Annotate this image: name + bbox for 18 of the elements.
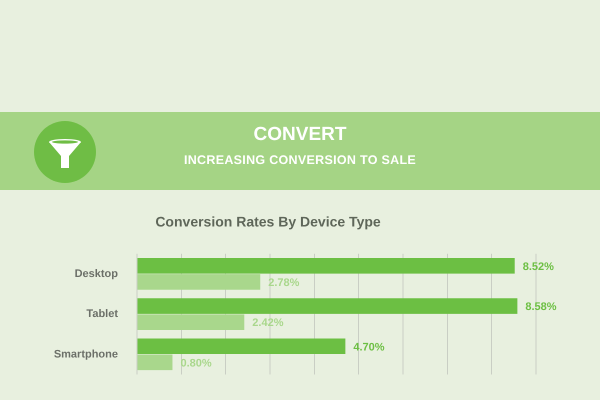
bar xyxy=(138,314,244,330)
bar xyxy=(138,258,515,274)
bar xyxy=(138,274,260,290)
chart-title: Conversion Rates By Device Type xyxy=(155,213,381,230)
bar xyxy=(138,298,518,314)
data-label: 0.80% xyxy=(180,357,212,370)
y-tick-label: Desktop xyxy=(74,268,118,280)
text: INCREASING CONVERSION TO SALE xyxy=(182,153,418,167)
y-tick-label: Smartphone xyxy=(54,348,118,360)
data-label: 8.58% xyxy=(525,301,557,314)
data-label: 4.70% xyxy=(353,341,385,354)
bar xyxy=(138,354,172,370)
data-label: 8.52% xyxy=(522,260,554,273)
text: CONVERT xyxy=(252,124,348,146)
data-label: 2.42% xyxy=(252,317,284,330)
data-label: 2.78% xyxy=(268,276,300,289)
bar xyxy=(138,338,346,354)
y-tick-label: Tablet xyxy=(86,308,118,320)
